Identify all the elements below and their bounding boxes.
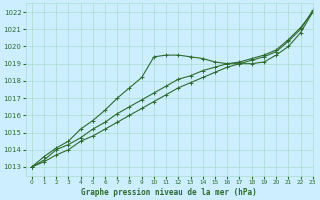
- X-axis label: Graphe pression niveau de la mer (hPa): Graphe pression niveau de la mer (hPa): [81, 188, 257, 197]
